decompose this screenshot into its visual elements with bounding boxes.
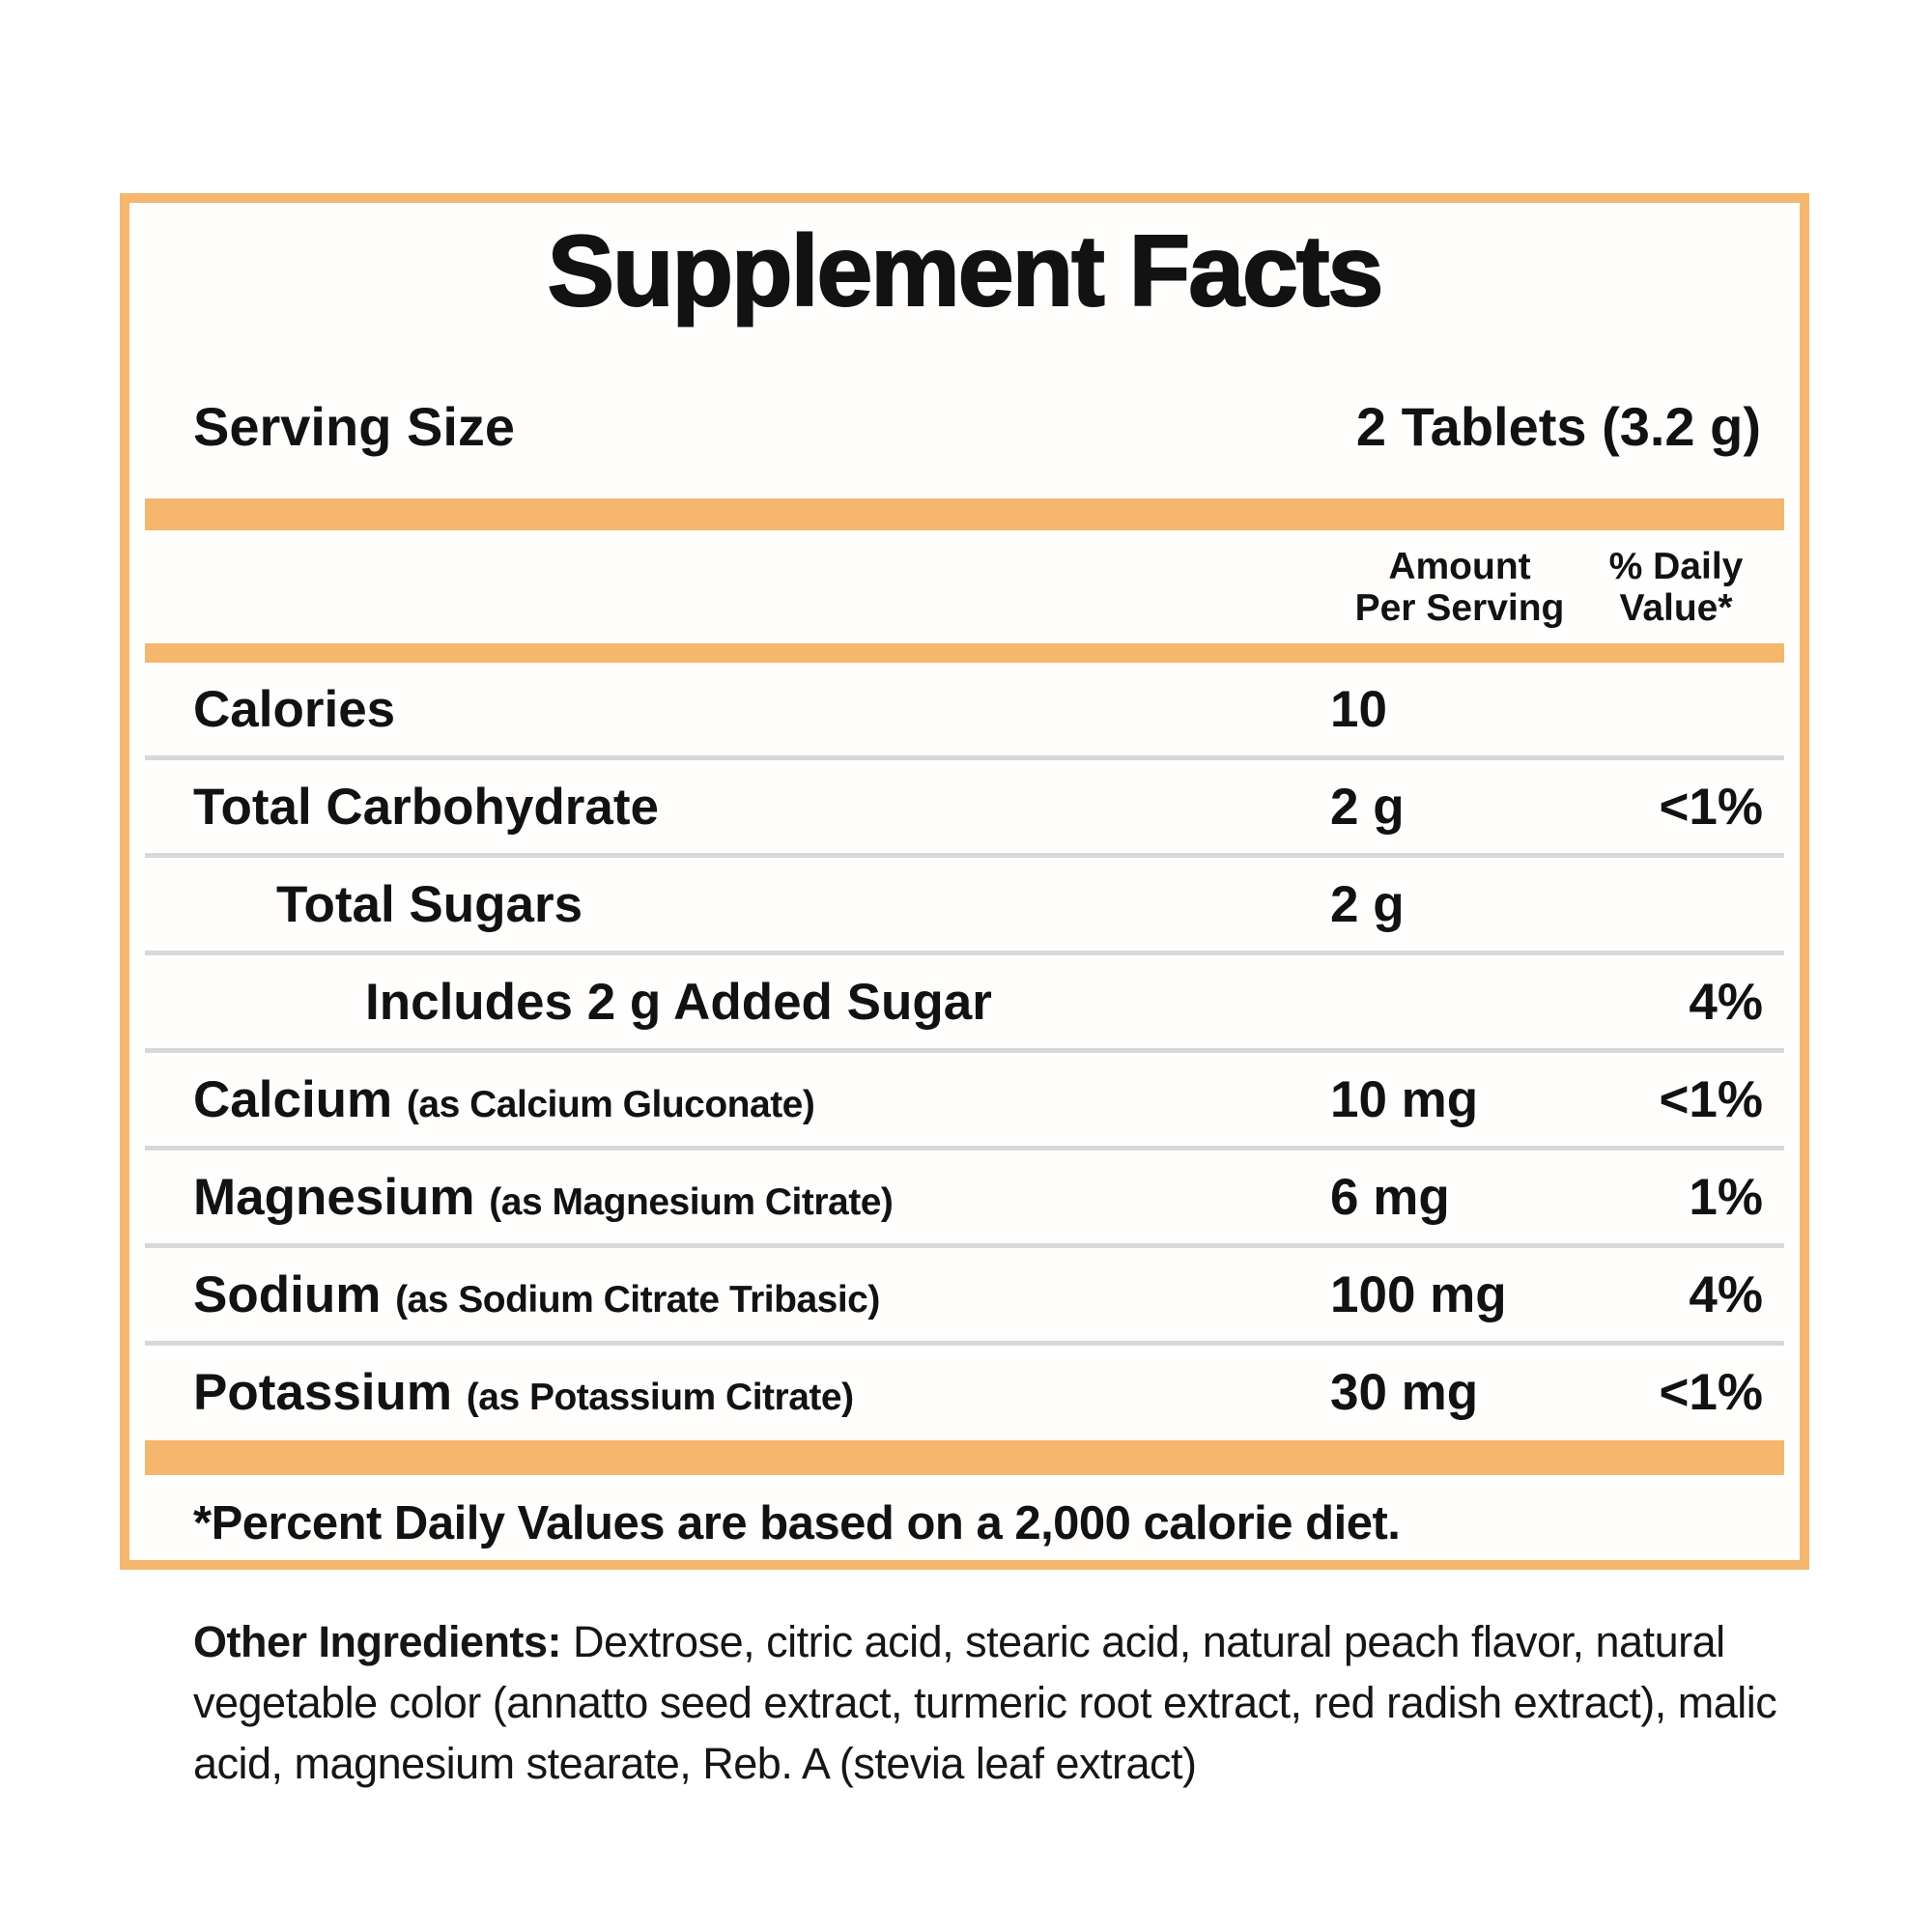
nutrient-name: Potassium xyxy=(193,1363,453,1421)
table-row: Total Carbohydrate 2 g <1% xyxy=(129,760,1800,853)
nutrient-name-cell: Total Sugars xyxy=(193,875,1330,934)
nutrient-name-cell: Calcium (as Calcium Gluconate) xyxy=(193,1070,1330,1129)
nutrient-table: Calories 10 Total Carbohydrate 2 g <1% Total … xyxy=(129,663,1800,1438)
other-ingredients-text: Dextrose, citric acid, stearic acid, nat… xyxy=(193,1617,1777,1788)
amount-per-serving-header: Amount Per Serving xyxy=(1354,545,1565,630)
nutrient-name-cell: Potassium (as Potassium Citrate) xyxy=(193,1363,1330,1422)
table-row: Calories 10 xyxy=(129,663,1800,755)
row-divider xyxy=(145,951,1784,956)
nutrient-daily-value: 4% xyxy=(1689,1265,1763,1323)
nutrient-source-detail: (as Magnesium Citrate) xyxy=(489,1180,894,1223)
serving-size-row: Serving Size 2 Tablets (3.2 g) xyxy=(129,395,1800,458)
table-row: Calcium (as Calcium Gluconate) 10 mg <1% xyxy=(129,1053,1800,1146)
nutrient-amount: 2 g xyxy=(1330,875,1405,933)
nutrient-name-cell: Magnesium (as Magnesium Citrate) xyxy=(193,1168,1330,1227)
nutrient-daily-value: <1% xyxy=(1659,1363,1763,1421)
nutrient-source-detail: (as Sodium Citrate Tribasic) xyxy=(395,1278,880,1321)
serving-size-value: 2 Tablets (3.2 g) xyxy=(1355,395,1761,457)
nutrient-name-cell: Includes 2 g Added Sugar xyxy=(193,973,1330,1032)
daily-value-footnote: *Percent Daily Values are based on a 2,0… xyxy=(193,1497,1401,1550)
nutrient-name: Sodium xyxy=(193,1265,382,1323)
supplement-facts-panel: Supplement Facts Serving Size 2 Tablets … xyxy=(120,193,1809,1570)
nutrient-amount: 10 xyxy=(1330,680,1387,738)
table-row: Includes 2 g Added Sugar 4% xyxy=(129,955,1800,1048)
nutrient-name: Total Carbohydrate xyxy=(193,778,659,836)
table-row: Magnesium (as Magnesium Citrate) 6 mg 1% xyxy=(129,1151,1800,1243)
row-divider xyxy=(145,1243,1784,1249)
serving-size-label: Serving Size xyxy=(193,395,516,457)
nutrient-name: Magnesium xyxy=(193,1168,475,1226)
table-row: Potassium (as Potassium Citrate) 30 mg <1% xyxy=(129,1346,1800,1438)
table-row: Sodium (as Sodium Citrate Tribasic) 100 m… xyxy=(129,1248,1800,1341)
divider-bar-bottom xyxy=(145,1440,1784,1476)
panel-title: Supplement Facts xyxy=(547,214,1385,328)
nutrient-daily-value: 4% xyxy=(1689,973,1763,1031)
row-divider xyxy=(145,853,1784,859)
row-divider xyxy=(145,1048,1784,1054)
nutrient-amount: 10 mg xyxy=(1330,1070,1479,1128)
nutrient-name: Total Sugars xyxy=(276,875,583,933)
nutrient-source-detail: (as Potassium Citrate) xyxy=(466,1376,854,1418)
column-headers-row: Amount Per Serving % Daily Value* xyxy=(129,546,1800,630)
row-divider xyxy=(145,1146,1784,1151)
nutrient-name-cell: Calories xyxy=(193,680,1330,739)
nutrient-name-cell: Sodium (as Sodium Citrate Tribasic) xyxy=(193,1265,1330,1324)
divider-bar-top xyxy=(145,497,1784,530)
row-divider xyxy=(145,755,1784,761)
nutrient-name-cell: Total Carbohydrate xyxy=(193,778,1330,837)
nutrient-amount: 30 mg xyxy=(1330,1363,1479,1421)
nutrient-daily-value: <1% xyxy=(1659,778,1763,836)
table-row: Total Sugars 2 g xyxy=(129,858,1800,951)
nutrient-daily-value: 1% xyxy=(1689,1168,1763,1226)
other-ingredients-label: Other Ingredients: xyxy=(193,1617,562,1666)
nutrient-name: Calcium xyxy=(193,1070,393,1128)
nutrient-name: Includes 2 g Added Sugar xyxy=(365,973,992,1031)
percent-daily-value-header: % Daily Value* xyxy=(1608,545,1744,630)
divider-bar-header xyxy=(145,643,1784,664)
nutrient-source-detail: (as Calcium Gluconate) xyxy=(406,1083,815,1125)
nutrient-daily-value: <1% xyxy=(1659,1070,1763,1128)
nutrient-name: Calories xyxy=(193,680,396,738)
row-divider xyxy=(145,1341,1784,1347)
nutrient-amount: 2 g xyxy=(1330,778,1405,836)
nutrient-amount: 100 mg xyxy=(1330,1265,1507,1323)
other-ingredients: Other Ingredients: Dextrose, citric acid… xyxy=(193,1611,1804,1794)
nutrient-amount: 6 mg xyxy=(1330,1168,1450,1226)
